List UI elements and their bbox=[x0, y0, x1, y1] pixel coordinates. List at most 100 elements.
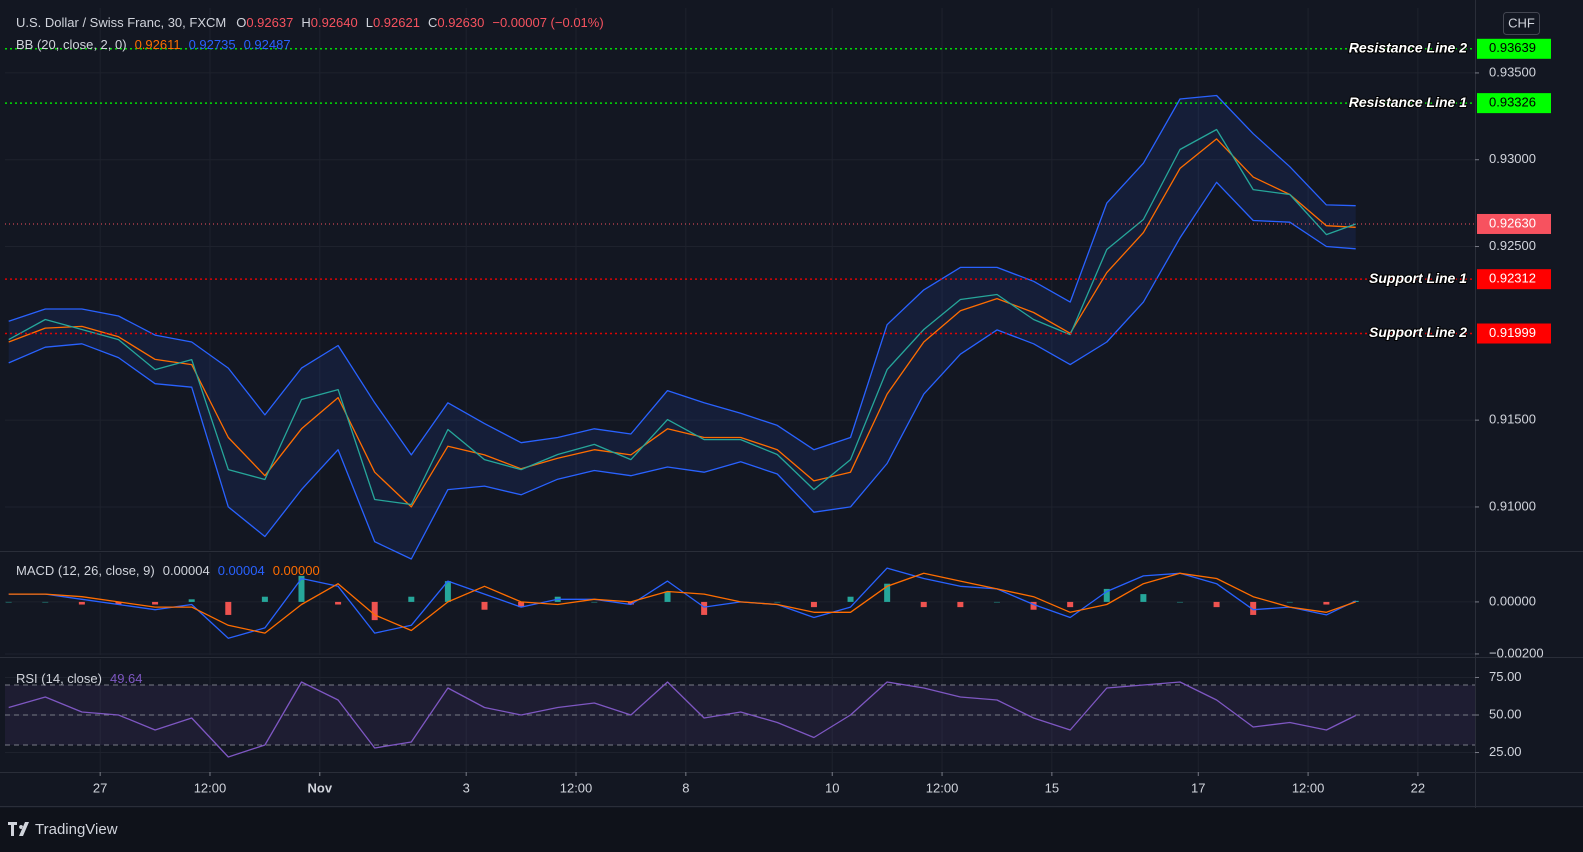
legend-value: 0.92611 bbox=[135, 37, 181, 52]
histogram-bar bbox=[261, 596, 268, 602]
histogram-bar bbox=[518, 601, 525, 608]
x-tick-label: 12:00 bbox=[1292, 780, 1325, 795]
histogram-bar bbox=[408, 596, 415, 602]
quote-label: C bbox=[428, 15, 437, 30]
y-tick-label: 0.91000 bbox=[1489, 498, 1536, 513]
y-tick-label: 0.93000 bbox=[1489, 151, 1536, 166]
band-fill bbox=[8, 95, 1356, 559]
brand-name: TradingView bbox=[35, 821, 118, 838]
x-tick-label: 22 bbox=[1411, 780, 1425, 795]
histogram-bar bbox=[444, 581, 451, 602]
histogram-bar bbox=[1140, 594, 1147, 602]
y-tick-label: 0.93500 bbox=[1489, 64, 1536, 79]
histogram-bar bbox=[627, 601, 634, 605]
quote-label: O bbox=[236, 15, 246, 30]
logo: TradingView bbox=[8, 821, 118, 838]
y-tick-label: −0.00200 bbox=[1489, 645, 1544, 660]
level-label: Support Line 1 bbox=[1369, 270, 1467, 286]
x-tick-label: 10 bbox=[825, 780, 839, 795]
level-box bbox=[1477, 323, 1551, 344]
quote-value: 0.92637 bbox=[246, 15, 293, 30]
legend: RSI (14, close) 49.64 bbox=[16, 671, 143, 686]
chart-title: U.S. Dollar / Swiss Franc, 30, FXCM bbox=[16, 15, 226, 30]
x-tick-label: 12:00 bbox=[194, 780, 227, 795]
quote-label: H bbox=[301, 15, 310, 30]
x-tick-label: 3 bbox=[463, 780, 470, 795]
histogram-bar bbox=[884, 583, 891, 602]
series-line bbox=[8, 181, 1356, 560]
histogram-bar bbox=[1323, 601, 1330, 605]
quote-change: −0.00007 (−0.01%) bbox=[492, 15, 603, 30]
legend-value: 0.00000 bbox=[273, 563, 320, 578]
y-tick-label: 0.92500 bbox=[1489, 238, 1536, 253]
x-tick-label: 27 bbox=[93, 780, 107, 795]
histogram-bar bbox=[920, 601, 927, 608]
x-tick-label: 12:00 bbox=[560, 780, 593, 795]
histogram-bar bbox=[664, 591, 671, 602]
x-tick-label: 15 bbox=[1045, 780, 1059, 795]
histogram-bar bbox=[335, 601, 342, 605]
legend-value: 49.64 bbox=[110, 671, 143, 686]
footer-bar bbox=[0, 808, 1583, 852]
histogram-bar bbox=[591, 601, 598, 603]
histogram-bar bbox=[115, 601, 122, 605]
histogram-bar bbox=[42, 601, 49, 603]
x-tick-label: 8 bbox=[682, 780, 689, 795]
histogram-bar bbox=[225, 601, 232, 615]
quote-label: L bbox=[366, 15, 373, 30]
series-line bbox=[8, 138, 1356, 508]
level-value: 0.91999 bbox=[1489, 325, 1536, 340]
series-line bbox=[8, 567, 1356, 639]
quote-value: 0.92621 bbox=[373, 15, 420, 30]
x-tick-label: 12:00 bbox=[926, 780, 959, 795]
legend: U.S. Dollar / Swiss Franc, 30, FXCM O0.92… bbox=[16, 15, 604, 30]
legend-value: 0.00004 bbox=[163, 563, 210, 578]
quote-value: 0.92630 bbox=[437, 15, 484, 30]
y-tick-label: 0.00000 bbox=[1489, 593, 1536, 608]
level-label: Support Line 2 bbox=[1369, 324, 1467, 340]
histogram-bar bbox=[847, 596, 854, 602]
histogram-bar bbox=[701, 601, 708, 615]
histogram-bar bbox=[1286, 601, 1293, 603]
series-line bbox=[8, 128, 1356, 506]
logo-mark bbox=[8, 822, 29, 836]
x-tick-label: 17 bbox=[1191, 780, 1205, 795]
currency-button[interactable] bbox=[1503, 12, 1540, 35]
histogram-bar bbox=[1213, 601, 1220, 608]
quote-value: 0.92640 bbox=[311, 15, 358, 30]
y-tick-label: 0.91500 bbox=[1489, 412, 1536, 427]
series-line bbox=[8, 94, 1356, 456]
legend-value: 0.00004 bbox=[218, 563, 265, 578]
y-tick-label: 75.00 bbox=[1489, 669, 1522, 684]
level-box bbox=[1477, 269, 1551, 290]
legend: BB (20, close, 2, 0) 0.92611 0.92735 0.9248… bbox=[16, 37, 291, 52]
histogram-bar bbox=[481, 601, 488, 610]
level-label: Resistance Line 1 bbox=[1349, 94, 1467, 110]
level-box bbox=[1477, 38, 1551, 59]
currency-label[interactable]: CHF bbox=[1508, 15, 1535, 30]
histogram-bar bbox=[78, 601, 85, 605]
histogram-bar bbox=[1103, 588, 1110, 602]
histogram-bar bbox=[298, 575, 305, 602]
indicator-name: RSI (14, close) bbox=[16, 671, 102, 686]
histogram-bar bbox=[5, 601, 12, 603]
indicator-name: BB (20, close, 2, 0) bbox=[16, 37, 127, 52]
histogram-bar bbox=[957, 601, 964, 608]
level-value: 0.92312 bbox=[1489, 271, 1536, 286]
histogram-bar bbox=[810, 601, 817, 608]
series-line bbox=[8, 681, 1356, 758]
y-tick-label: 50.00 bbox=[1489, 706, 1522, 721]
x-tick-label: Nov bbox=[308, 780, 333, 795]
legend-value: 0.92735 bbox=[189, 37, 236, 52]
last-price-box bbox=[1477, 213, 1551, 234]
level-value: 0.93639 bbox=[1489, 40, 1536, 55]
histogram-bar bbox=[152, 601, 159, 605]
indicator-name: MACD (12, 26, close, 9) bbox=[16, 563, 155, 578]
series-line bbox=[8, 572, 1356, 634]
histogram-bar bbox=[774, 601, 781, 603]
level-label: Resistance Line 2 bbox=[1349, 40, 1467, 56]
histogram-bar bbox=[188, 599, 195, 602]
histogram-bar bbox=[1250, 601, 1257, 615]
y-tick-label: 25.00 bbox=[1489, 744, 1522, 759]
